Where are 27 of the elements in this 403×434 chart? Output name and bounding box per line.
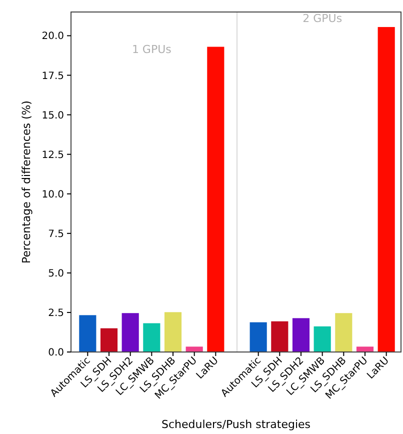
y-tick-label: 5.0 [48, 268, 64, 280]
bar [356, 346, 374, 352]
annotation: 2 GPUs [302, 12, 342, 26]
bar [292, 318, 310, 352]
bar [378, 27, 395, 352]
bar [164, 312, 182, 352]
bar [314, 326, 331, 352]
y-tick-label: 10.0 [42, 189, 64, 200]
y-tick-label: 12.5 [42, 150, 64, 161]
bar [122, 313, 139, 352]
y-tick-label: 15.0 [42, 110, 64, 122]
y-tick-label: 20.0 [42, 31, 64, 42]
annotation: 1 GPUs [132, 42, 172, 56]
y-tick-label: 0.0 [48, 348, 64, 358]
bar [250, 322, 267, 352]
y-tick-label: 17.5 [42, 70, 64, 82]
bar [143, 323, 160, 352]
bar [207, 46, 224, 352]
bar [271, 321, 288, 352]
bar [186, 346, 203, 352]
x-axis-title: Schedulers/Push strategies [161, 418, 311, 431]
y-axis-title: Percentage of differences (%) [20, 100, 33, 264]
bar [79, 315, 96, 352]
bar [335, 313, 352, 352]
y-tick-label: 7.5 [48, 228, 64, 240]
y-tick-label: 2.5 [48, 308, 64, 319]
bar [100, 328, 118, 352]
